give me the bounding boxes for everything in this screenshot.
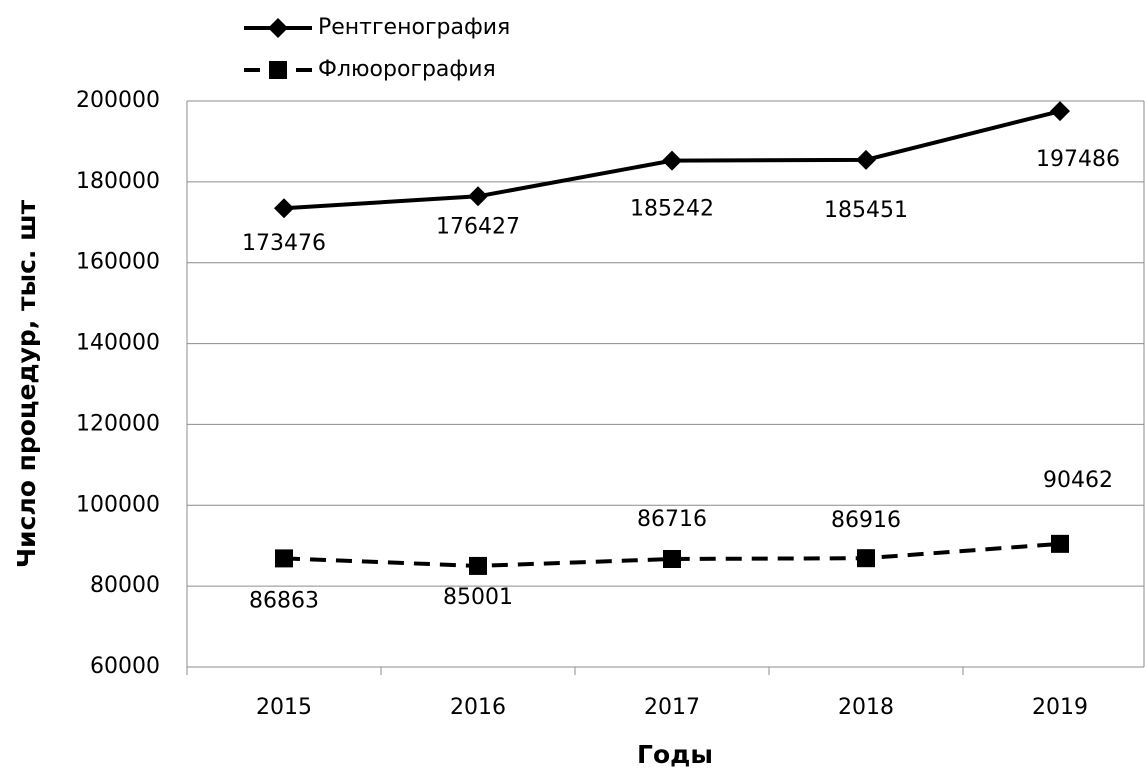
y-tick-label: 100000 [76,492,160,517]
data-label: 176427 [436,214,520,239]
marker [468,186,488,207]
marker [662,150,682,171]
x-tick-label: 2018 [838,695,894,720]
marker [275,549,293,568]
x-tick-label: 2017 [644,695,700,720]
x-tick-label: 2019 [1032,695,1088,720]
data-label: 185451 [824,198,908,223]
data-label: 90462 [1043,468,1113,493]
legend-label: Рентгенография [318,15,510,40]
data-label: 86916 [831,508,901,533]
marker [857,549,875,568]
x-tick-label: 2016 [450,695,506,720]
y-tick-label: 60000 [90,654,160,679]
marker [663,549,681,568]
marker [856,149,876,170]
y-tick-label: 120000 [76,411,160,436]
data-label: 197486 [1036,147,1120,172]
y-tick-label: 200000 [76,88,160,113]
y-tick-label: 160000 [76,250,160,275]
data-label: 185242 [630,197,714,222]
marker [1051,534,1069,553]
data-label: 86716 [637,507,707,532]
marker [469,556,487,575]
y-tick-label: 180000 [76,169,160,194]
marker [268,18,288,38]
y-axis-label: Число процедур, тыс. шт [12,199,41,568]
y-tick-label: 140000 [76,331,160,356]
y-tick-label: 80000 [90,573,160,598]
x-axis-label: Годы [637,740,713,769]
marker [274,198,294,219]
x-tick-label: 2015 [256,695,312,720]
marker [269,61,287,79]
data-label: 86863 [249,588,319,613]
marker [1050,101,1070,122]
data-label: 85001 [443,585,513,610]
legend-label: Флюорография [318,57,496,82]
data-label: 173476 [242,231,326,256]
